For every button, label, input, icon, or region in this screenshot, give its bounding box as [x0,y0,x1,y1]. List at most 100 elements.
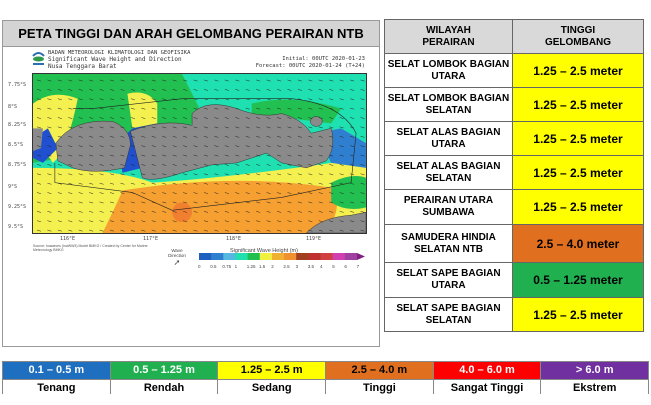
wave-direction-arrow [99,126,104,129]
wave-direction-arrow [203,89,209,91]
wave-direction-arrow [172,220,177,223]
wave-direction-arrow [36,154,42,157]
wave-direction-arrow [120,229,125,232]
wave-direction-arrow [297,211,302,213]
forecast-time: Forecast: 00UTC 2020-01-24 (T+24) [255,63,365,69]
wave-direction-arrow [130,229,135,232]
wave-direction-arrow [109,154,115,157]
table-row: PERAIRAN UTARA SUMBAWA 1.25 – 2.5 meter [384,189,644,225]
wave-direction-arrow [130,135,135,138]
wave-direction-arrow [193,211,198,213]
wave-direction-arrow [151,220,156,223]
colorbar-tick: 0.5 [210,264,217,269]
region-cell: PERAIRAN UTARA SUMBAWA [384,189,513,225]
wave-direction-arrow [162,79,167,82]
wave-direction-arrow [266,126,271,129]
wave-direction-arrow [99,145,104,148]
wave-direction-arrow [130,107,135,110]
wave-direction-arrow [120,182,125,185]
wave-direction-arrow [141,107,146,110]
wave-direction-arrow [266,117,271,119]
wave-direction-arrow [78,164,83,166]
wave-direction-arrow [276,229,282,232]
wave-direction-arrow [203,107,209,110]
wave-direction-arrow [318,229,323,232]
wave-direction-arrow [245,154,250,157]
wave-direction-arrow [57,164,62,166]
wave-direction-arrow [203,135,209,138]
wave-direction-arrow [256,201,261,204]
wave-direction-arrow [245,211,250,213]
wave-direction-arrow [287,229,292,232]
wave-direction-arrow [360,126,365,129]
wave-direction-arrow [109,229,115,232]
wave-direction-arrow [224,89,229,91]
wave-direction-arrow [68,154,73,157]
wave-direction-arrow [47,107,52,110]
wave-direction-arrow [183,154,188,157]
wave-direction-arrow [276,182,282,185]
wave-direction-arrow [141,154,146,157]
wave-direction-arrow [109,107,115,110]
wave-direction-arrow [329,164,334,166]
wave-direction-arrow [339,89,344,91]
wave-direction-arrow [99,182,104,185]
lat-label: 9°S [8,184,18,190]
wave-direction-arrow [318,89,323,91]
wave-direction-arrow [203,220,209,223]
wave-direction-arrow [89,135,94,138]
legend-label: Tinggi [326,379,433,395]
wave-direction-arrow [162,229,167,232]
wave-direction-arrow [235,211,240,213]
wave-direction-arrow [141,117,146,119]
wave-direction-arrow [130,164,135,166]
wave-direction-arrow [162,89,167,91]
wave-direction-arrow [360,182,365,185]
wave-direction-arrow [193,117,198,119]
colorbar-tick: 3 [295,264,299,269]
wave-direction-arrow [214,182,219,185]
wave-direction-arrow [214,173,219,176]
wave-direction-arrow [287,182,292,185]
wave-direction-arrow [235,192,240,194]
legend-item: 0.1 – 0.5 m Tenang [3,362,111,395]
legend-item: 1.25 – 2.5 m Sedang [218,362,327,395]
wave-direction-arrow [99,135,104,138]
wave-direction-arrow [183,229,188,232]
wave-direction-arrow [360,98,365,101]
wave-direction-arrow [245,126,250,129]
wave-direction-arrow [193,107,198,110]
wave-direction-arrow [329,182,334,185]
wave-direction-arrow [276,201,282,204]
wave-direction-arrow [99,173,104,176]
wave-direction-arrow [203,126,209,129]
wave-direction-arrow [57,126,62,129]
height-cell: 1.25 – 2.5 meter [512,121,644,156]
wave-direction-arrow [329,154,334,157]
wave-direction-arrow [339,154,344,157]
wave-direction-arrow [256,164,261,166]
wave-direction-arrow [297,145,302,148]
wave-direction-arrow [350,211,355,213]
wave-direction-arrow [224,211,229,213]
legend-range: 4.0 – 6.0 m [433,362,541,379]
wave-direction-arrow [193,182,198,185]
wave-direction-arrow [266,192,271,194]
wave-direction-arrow [297,173,302,176]
wave-direction-arrow [141,145,146,148]
wave-direction-arrow [172,211,177,213]
wave-direction-arrow [308,117,313,119]
wave-direction-arrow [120,173,125,176]
wave-direction-arrow [224,117,229,119]
colorbar-arrow [357,253,365,260]
wave-direction-arrow [36,89,42,91]
legend-label: Rendah [110,379,218,395]
wave-direction-arrow [89,145,94,148]
height-cell: 2.5 – 4.0 meter [512,224,644,263]
wave-direction-arrow [360,145,365,148]
wave-direction-arrow [183,173,188,176]
wave-direction-arrow [339,164,344,166]
wave-direction-arrow [89,229,94,232]
wave-direction-arrow [193,98,198,101]
wave-direction-arrow [109,145,115,148]
